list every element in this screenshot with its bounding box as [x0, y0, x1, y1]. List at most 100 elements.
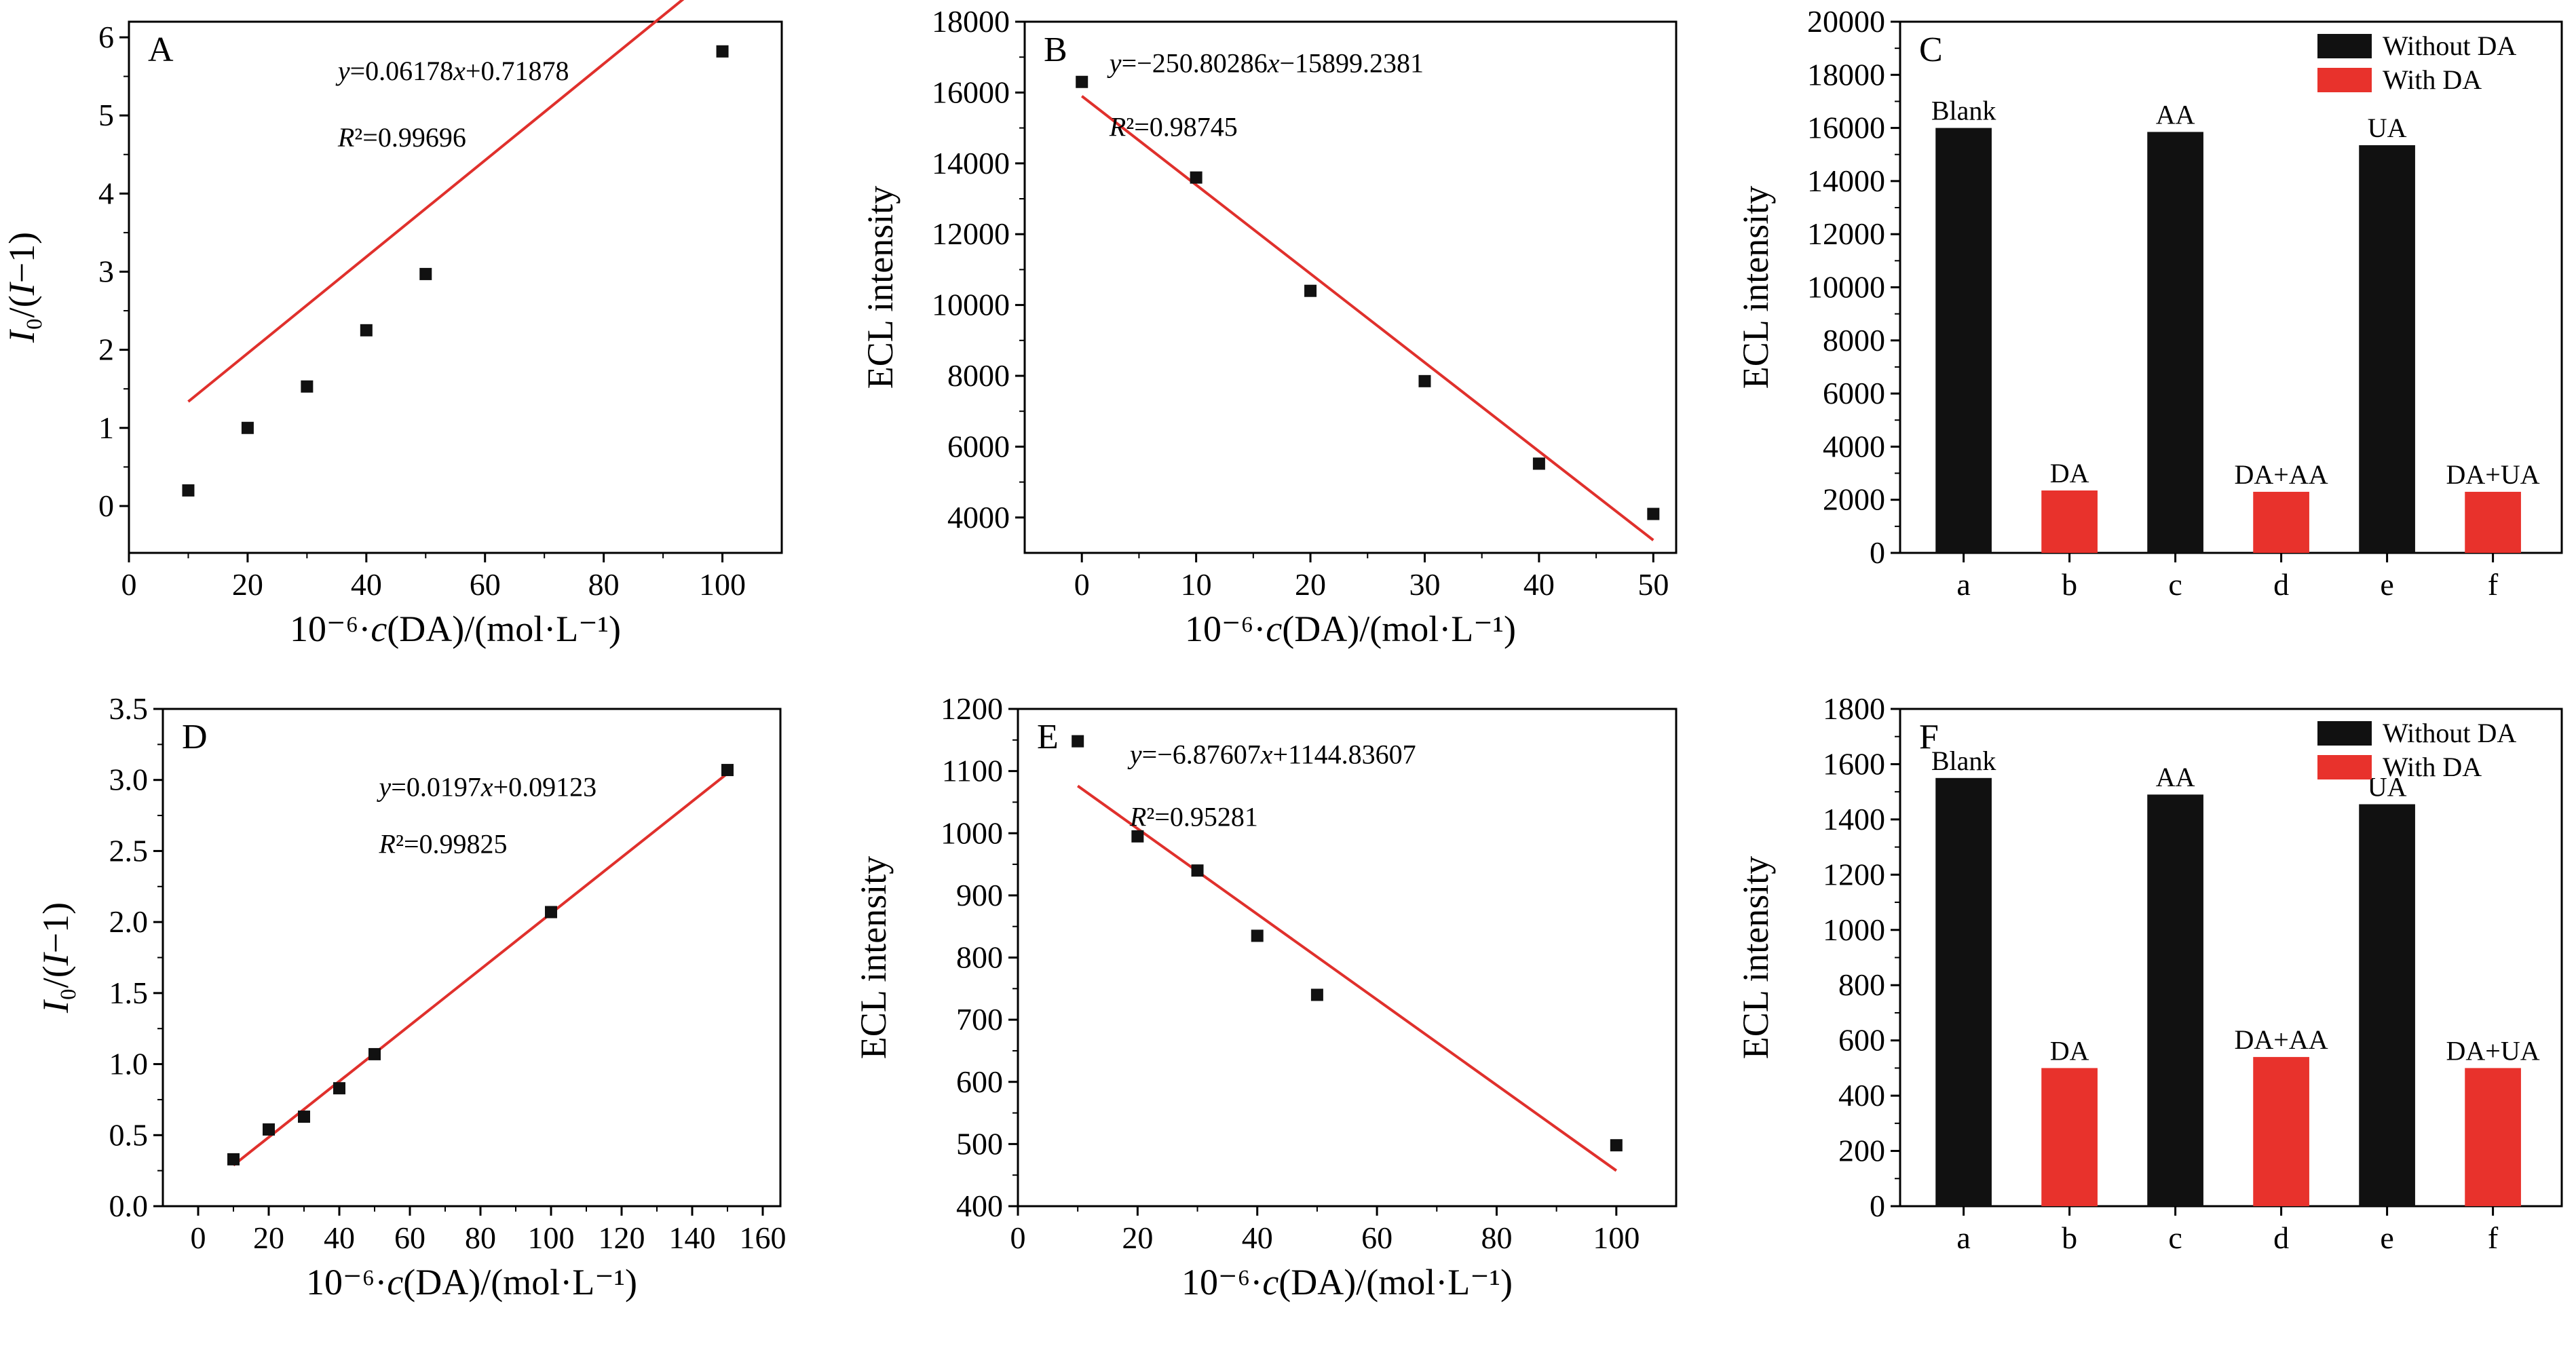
- x-tick-label: 0: [1074, 567, 1090, 602]
- data-point: [1191, 864, 1204, 877]
- fit-line: [1077, 784, 1617, 1172]
- bar-annotation: DA: [2050, 1035, 2089, 1066]
- fit-equation: y=−6.87607x+1144.83607: [1127, 739, 1416, 770]
- y-tick-label: 1: [98, 410, 114, 445]
- x-tick-label: 80: [588, 567, 620, 602]
- legend: Without DA With DA: [2317, 718, 2516, 782]
- legend-label: With DA: [2383, 64, 2482, 95]
- r-squared: R²=0.98745: [1109, 111, 1238, 142]
- y-tick-label: 0: [1870, 1189, 1885, 1223]
- x-tick-label: 100: [699, 567, 746, 602]
- y-tick-label: 18000: [932, 4, 1010, 39]
- data-point: [241, 421, 254, 434]
- x-tick-label: 0: [1010, 1220, 1026, 1255]
- y-tick-label: 400: [1838, 1078, 1885, 1113]
- y-tick-label: 900: [956, 878, 1003, 912]
- y-tick-label: 14000: [932, 146, 1010, 180]
- bar: [2147, 132, 2203, 553]
- data-point: [368, 1047, 381, 1060]
- data-point: [298, 1111, 310, 1123]
- x-tick-label: 80: [465, 1220, 496, 1255]
- y-tick-label: 3: [98, 254, 114, 288]
- y-axis-title: ECL intensity: [853, 856, 894, 1060]
- bar: [1935, 777, 1992, 1206]
- x-tick-label: 40: [324, 1220, 355, 1255]
- y-axis-title: I₀/(I−1): [35, 902, 76, 1014]
- y-tick-label: 6000: [947, 429, 1010, 463]
- y-tick-label: 400: [956, 1189, 1003, 1223]
- x-tick-label: 40: [1523, 567, 1555, 602]
- bar-annotation: Blank: [1931, 746, 1996, 776]
- r-squared: R²=0.95281: [1129, 801, 1258, 832]
- data-point: [545, 906, 557, 919]
- x-tick-label: 120: [599, 1220, 645, 1255]
- legend-swatch: [2317, 721, 2372, 746]
- panel-label: C: [1919, 31, 1943, 69]
- category-label: d: [2273, 1220, 2289, 1255]
- fit-line: [1080, 95, 1654, 541]
- y-axis-title: ECL intensity: [860, 186, 901, 389]
- y-tick-label: 1200: [1823, 857, 1885, 891]
- x-tick-label: 60: [394, 1220, 425, 1255]
- bar-annotation: DA: [2050, 458, 2089, 488]
- plot-frame: [1899, 708, 2563, 1208]
- x-axis-title: 10⁻⁶·c(DA)/(mol·L⁻¹): [290, 609, 621, 649]
- data-point: [1251, 929, 1264, 942]
- fit-line: [232, 772, 729, 1167]
- x-tick-label: 160: [740, 1220, 787, 1255]
- y-tick-label: 12000: [932, 216, 1010, 251]
- x-tick-label: 80: [1481, 1220, 1512, 1255]
- y-tick-label: 2.0: [109, 904, 149, 939]
- y-axis-title: ECL intensity: [1735, 186, 1776, 389]
- data-point: [1610, 1139, 1623, 1152]
- data-point: [333, 1082, 345, 1095]
- bar: [2147, 794, 2203, 1206]
- r-squared: R²=0.99825: [379, 829, 508, 860]
- fit-equation: y=0.06178x+0.71878: [335, 56, 569, 86]
- data-point: [263, 1123, 275, 1136]
- bar: [2041, 490, 2098, 553]
- y-tick-label: 6: [98, 20, 114, 54]
- y-axis-title: ECL intensity: [1735, 856, 1776, 1060]
- data-point: [1076, 75, 1088, 88]
- x-tick-label: 140: [669, 1220, 716, 1255]
- r-squared: R²=0.99696: [337, 122, 466, 153]
- data-point: [360, 324, 373, 336]
- data-point: [1310, 988, 1323, 1001]
- bar: [2253, 491, 2309, 553]
- data-point: [1131, 830, 1144, 843]
- category-label: f: [2488, 567, 2499, 602]
- data-point: [1190, 171, 1202, 184]
- data-point: [1418, 374, 1431, 387]
- bar-annotation: AA: [2156, 762, 2195, 792]
- category-label: d: [2273, 567, 2289, 602]
- bar-annotation: DA+AA: [2235, 459, 2328, 490]
- category-label: c: [2168, 1220, 2182, 1255]
- bar-annotation: UA: [2368, 771, 2407, 802]
- y-tick-label: 12000: [1807, 216, 1885, 251]
- y-tick-label: 3.5: [109, 691, 149, 726]
- plot-frame: [128, 20, 783, 554]
- fit-line: [187, 0, 685, 403]
- data-point: [1647, 507, 1660, 520]
- category-label: f: [2488, 1220, 2499, 1255]
- y-tick-label: 700: [956, 1002, 1003, 1037]
- panel-label: A: [148, 31, 174, 69]
- fit-equation: y=−250.80286x−15899.2381: [1107, 47, 1424, 78]
- y-tick-label: 14000: [1807, 163, 1885, 198]
- y-tick-label: 0: [1870, 535, 1885, 570]
- y-tick-label: 20000: [1807, 4, 1885, 39]
- x-tick-label: 30: [1409, 567, 1440, 602]
- y-tick-label: 16000: [932, 75, 1010, 109]
- bar: [2041, 1068, 2098, 1206]
- bar: [2359, 804, 2415, 1206]
- x-tick-label: 0: [191, 1220, 206, 1255]
- y-tick-label: 8000: [1823, 323, 1885, 358]
- y-tick-label: 1000: [1823, 912, 1885, 947]
- bar-annotation: DA+UA: [2446, 1035, 2540, 1066]
- y-tick-label: 0.5: [109, 1117, 149, 1152]
- legend-label: With DA: [2383, 752, 2482, 782]
- y-tick-label: 10000: [932, 288, 1010, 322]
- y-tick-label: 4000: [947, 500, 1010, 535]
- bar-annotation: AA: [2156, 99, 2195, 130]
